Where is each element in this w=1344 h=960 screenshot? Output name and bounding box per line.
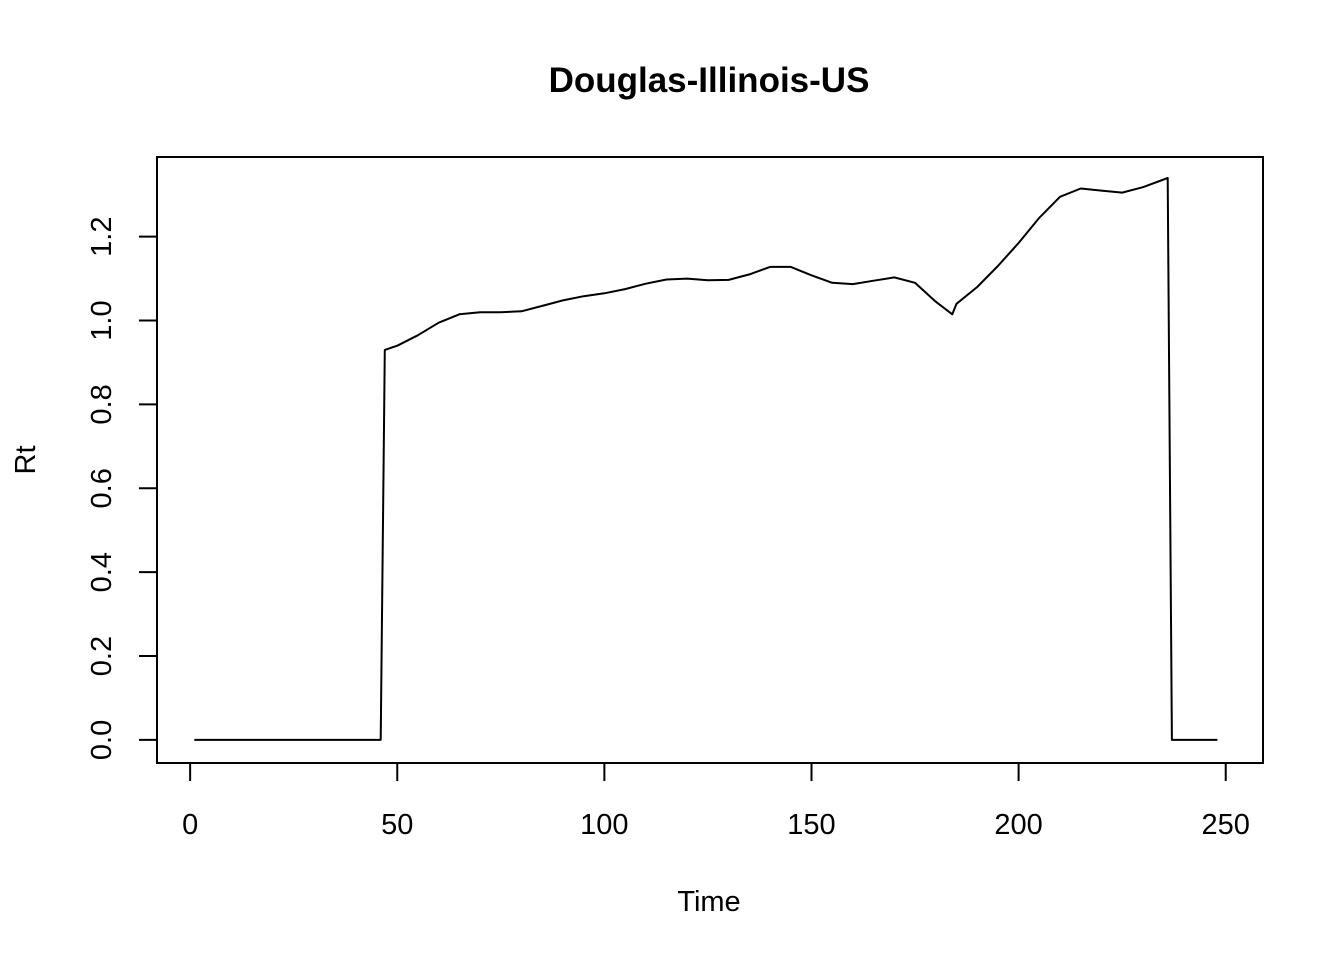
series-layer [194,177,1218,741]
plot-frame [156,156,1264,764]
y-tick-label: 0.6 [86,468,118,508]
y-tick-label: 0.8 [86,384,118,424]
y-axis-label: Rt [10,446,42,475]
x-tick-label: 50 [381,809,413,841]
y-axis: 0.0 0.2 0.4 0.6 0.8 1.0 1.2 [86,217,158,760]
x-tick-label: 250 [1202,809,1250,841]
x-axis-label: Time [677,886,740,918]
y-tick-label: 0.0 [86,720,118,760]
y-tick-label: 0.4 [86,552,118,592]
x-tick-label: 200 [994,809,1042,841]
y-tick-label: 1.2 [86,217,118,257]
x-axis: 0 50 100 150 200 250 [182,762,1250,841]
y-tick-label: 0.2 [86,636,118,676]
x-tick-label: 0 [182,809,198,841]
chart-title: Douglas-Illinois-US [549,61,870,100]
rt-line [194,177,1218,741]
y-tick-label: 1.0 [86,300,118,340]
x-tick-label: 150 [787,809,835,841]
x-tick-label: 100 [580,809,628,841]
